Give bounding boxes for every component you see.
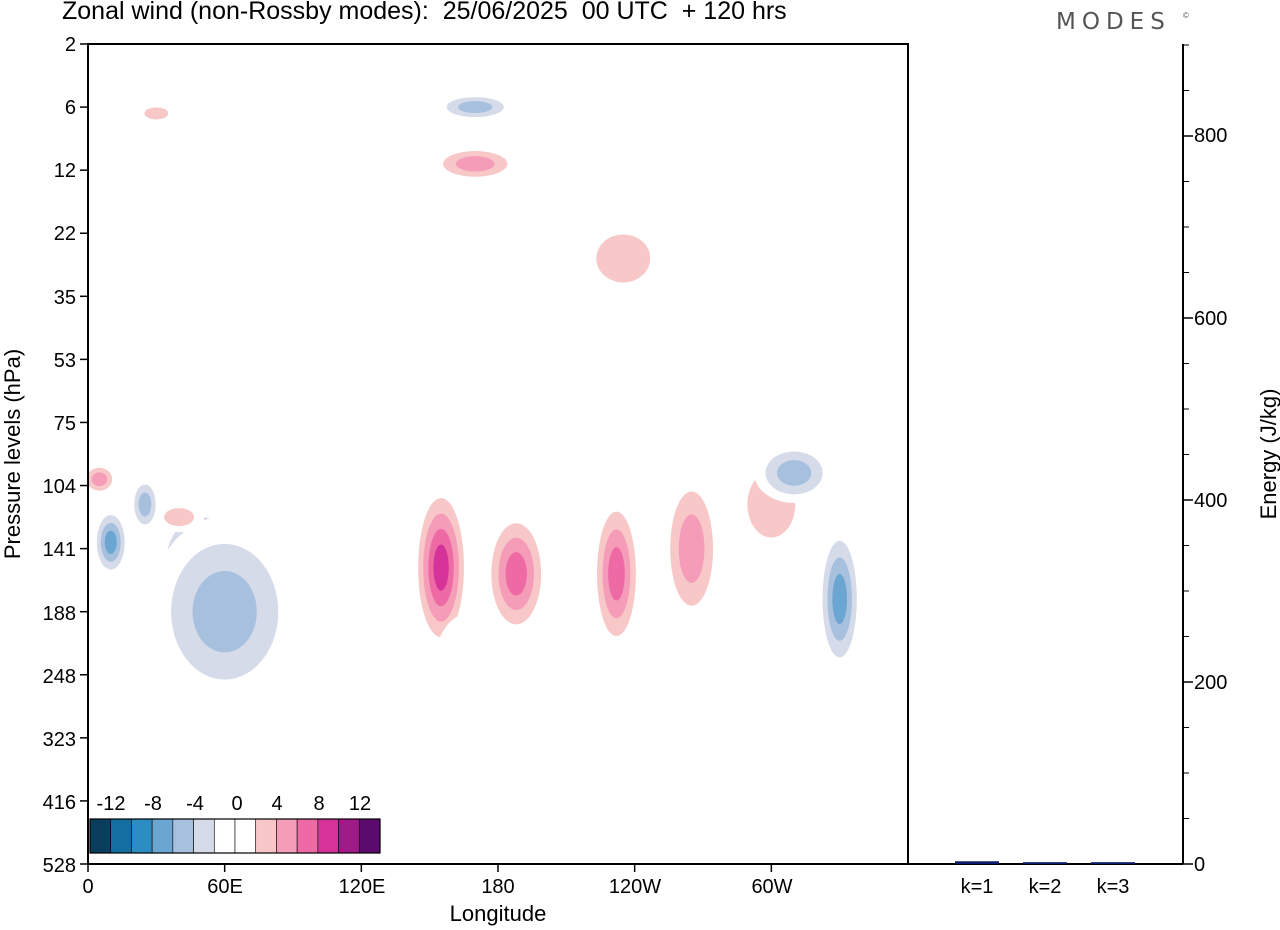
pressure-tick-label: 323: [43, 729, 76, 751]
energy-tick-label: 800: [1194, 125, 1227, 147]
energy-category-labels: k=1 k=2 k=3: [961, 876, 1130, 898]
energy-bars: [955, 861, 1135, 864]
contour-blob: [192, 570, 257, 653]
contour-blob: [313, 556, 364, 857]
colorbar-label: 0: [231, 793, 242, 815]
colorbar-label: 4: [271, 793, 282, 815]
contour-blob: [144, 107, 169, 120]
energy-category-label: k=2: [1029, 876, 1062, 898]
contour-blob: [164, 508, 195, 527]
energy-bar: [1023, 862, 1067, 864]
energy-bar: [955, 861, 999, 864]
pressure-tick-label: 22: [54, 223, 76, 245]
energy-tick-labels: 0 200 400 600 800: [1194, 125, 1227, 876]
colorbar-swatch: [338, 818, 360, 854]
pressure-axis: [80, 43, 88, 865]
contour-blob: [678, 514, 705, 583]
contour-blob: [423, 615, 504, 836]
pressure-tick-label: 35: [54, 287, 76, 309]
colorbar-swatch: [213, 818, 236, 854]
longitude-tick-label: 180: [481, 876, 514, 898]
pressure-axis-title: Pressure levels (hPa): [0, 349, 25, 559]
pressure-tick-label: 416: [43, 792, 76, 814]
pressure-tick-label: 12: [54, 160, 76, 182]
contour-blob: [104, 530, 117, 554]
contour-blob: [516, 596, 617, 817]
colorbar-swatch: [110, 818, 132, 854]
colorbar-swatch: [89, 818, 112, 854]
energy-category-label: k=1: [961, 876, 994, 898]
chart-title: Zonal wind (non-Rossby modes): 25/06/202…: [62, 0, 787, 25]
longitude-axis-title: Longitude: [450, 901, 547, 926]
contour-blob: [776, 460, 812, 486]
contour-blob: [455, 156, 495, 172]
colorbar-label: 12: [349, 793, 371, 815]
longitude-tick-label: 60E: [207, 876, 243, 898]
energy-axis: [1183, 44, 1193, 865]
colorbar-label: -8: [144, 793, 162, 815]
pressure-tick-label: 53: [54, 350, 76, 372]
contour-blob: [596, 234, 651, 283]
heatmap-field: [88, 93, 862, 860]
brand-logo: MODES: [1056, 9, 1171, 35]
pressure-tick-label: 75: [54, 413, 76, 435]
longitude-tick-label: 120W: [609, 876, 661, 898]
contour-blob: [91, 472, 108, 487]
longitude-tick-label: 0: [82, 876, 93, 898]
pressure-tick-label: 6: [65, 97, 76, 119]
colorbar-label: -4: [186, 793, 204, 815]
energy-tick-label: 400: [1194, 490, 1227, 512]
colorbar-label: 8: [313, 793, 324, 815]
colorbar-swatch: [151, 818, 174, 854]
energy-tick-label: 200: [1194, 672, 1227, 694]
colorbar-labels: -12 -8 -4 0 4 8 12: [97, 793, 372, 815]
contour-blob: [832, 574, 848, 625]
contour-blob: [138, 492, 152, 517]
colorbar-label: -12: [97, 793, 126, 815]
pressure-tick-label: 2: [65, 34, 76, 56]
contour-blob: [240, 679, 301, 860]
longitude-tick-label: 60W: [751, 876, 792, 898]
pressure-tick-label: 528: [43, 855, 76, 877]
pressure-tick-labels: 2 6 12 22 35 53 75 104 141 188 248 323 4…: [43, 34, 76, 877]
colorbar-swatch: [234, 818, 257, 854]
pressure-tick-label: 104: [43, 476, 76, 498]
energy-axis-title: Energy (J/kg): [1256, 389, 1280, 520]
contour-blob: [458, 101, 493, 114]
longitude-tick-label: 120E: [339, 876, 386, 898]
colorbar-swatch: [131, 818, 153, 854]
pressure-tick-label: 188: [43, 603, 76, 625]
colorbar-swatch: [358, 818, 381, 854]
brand-copyright-mark: ©: [1183, 11, 1189, 20]
colorbar-frame: [89, 818, 381, 854]
contour-blob: [433, 544, 449, 591]
pressure-tick-label: 248: [43, 666, 76, 688]
colorbar-swatch: [276, 818, 298, 854]
colorbar-swatch: [193, 818, 215, 854]
colorbar: [89, 818, 381, 854]
energy-category-label: k=3: [1097, 876, 1130, 898]
energy-tick-label: 0: [1194, 854, 1205, 876]
pressure-tick-label: 141: [43, 539, 76, 561]
longitude-axis: [87, 864, 773, 872]
contour-blob: [505, 552, 527, 596]
colorbar-swatch: [317, 818, 339, 854]
colorbar-swatch: [255, 818, 277, 854]
colorbar-swatch: [296, 818, 319, 854]
energy-tick-label: 600: [1194, 308, 1227, 330]
colorbar-swatch: [172, 818, 194, 854]
longitude-tick-labels: 0 60E 120E 180 120W 60W: [82, 876, 792, 898]
energy-bar: [1091, 862, 1135, 864]
contour-blob: [608, 547, 625, 601]
